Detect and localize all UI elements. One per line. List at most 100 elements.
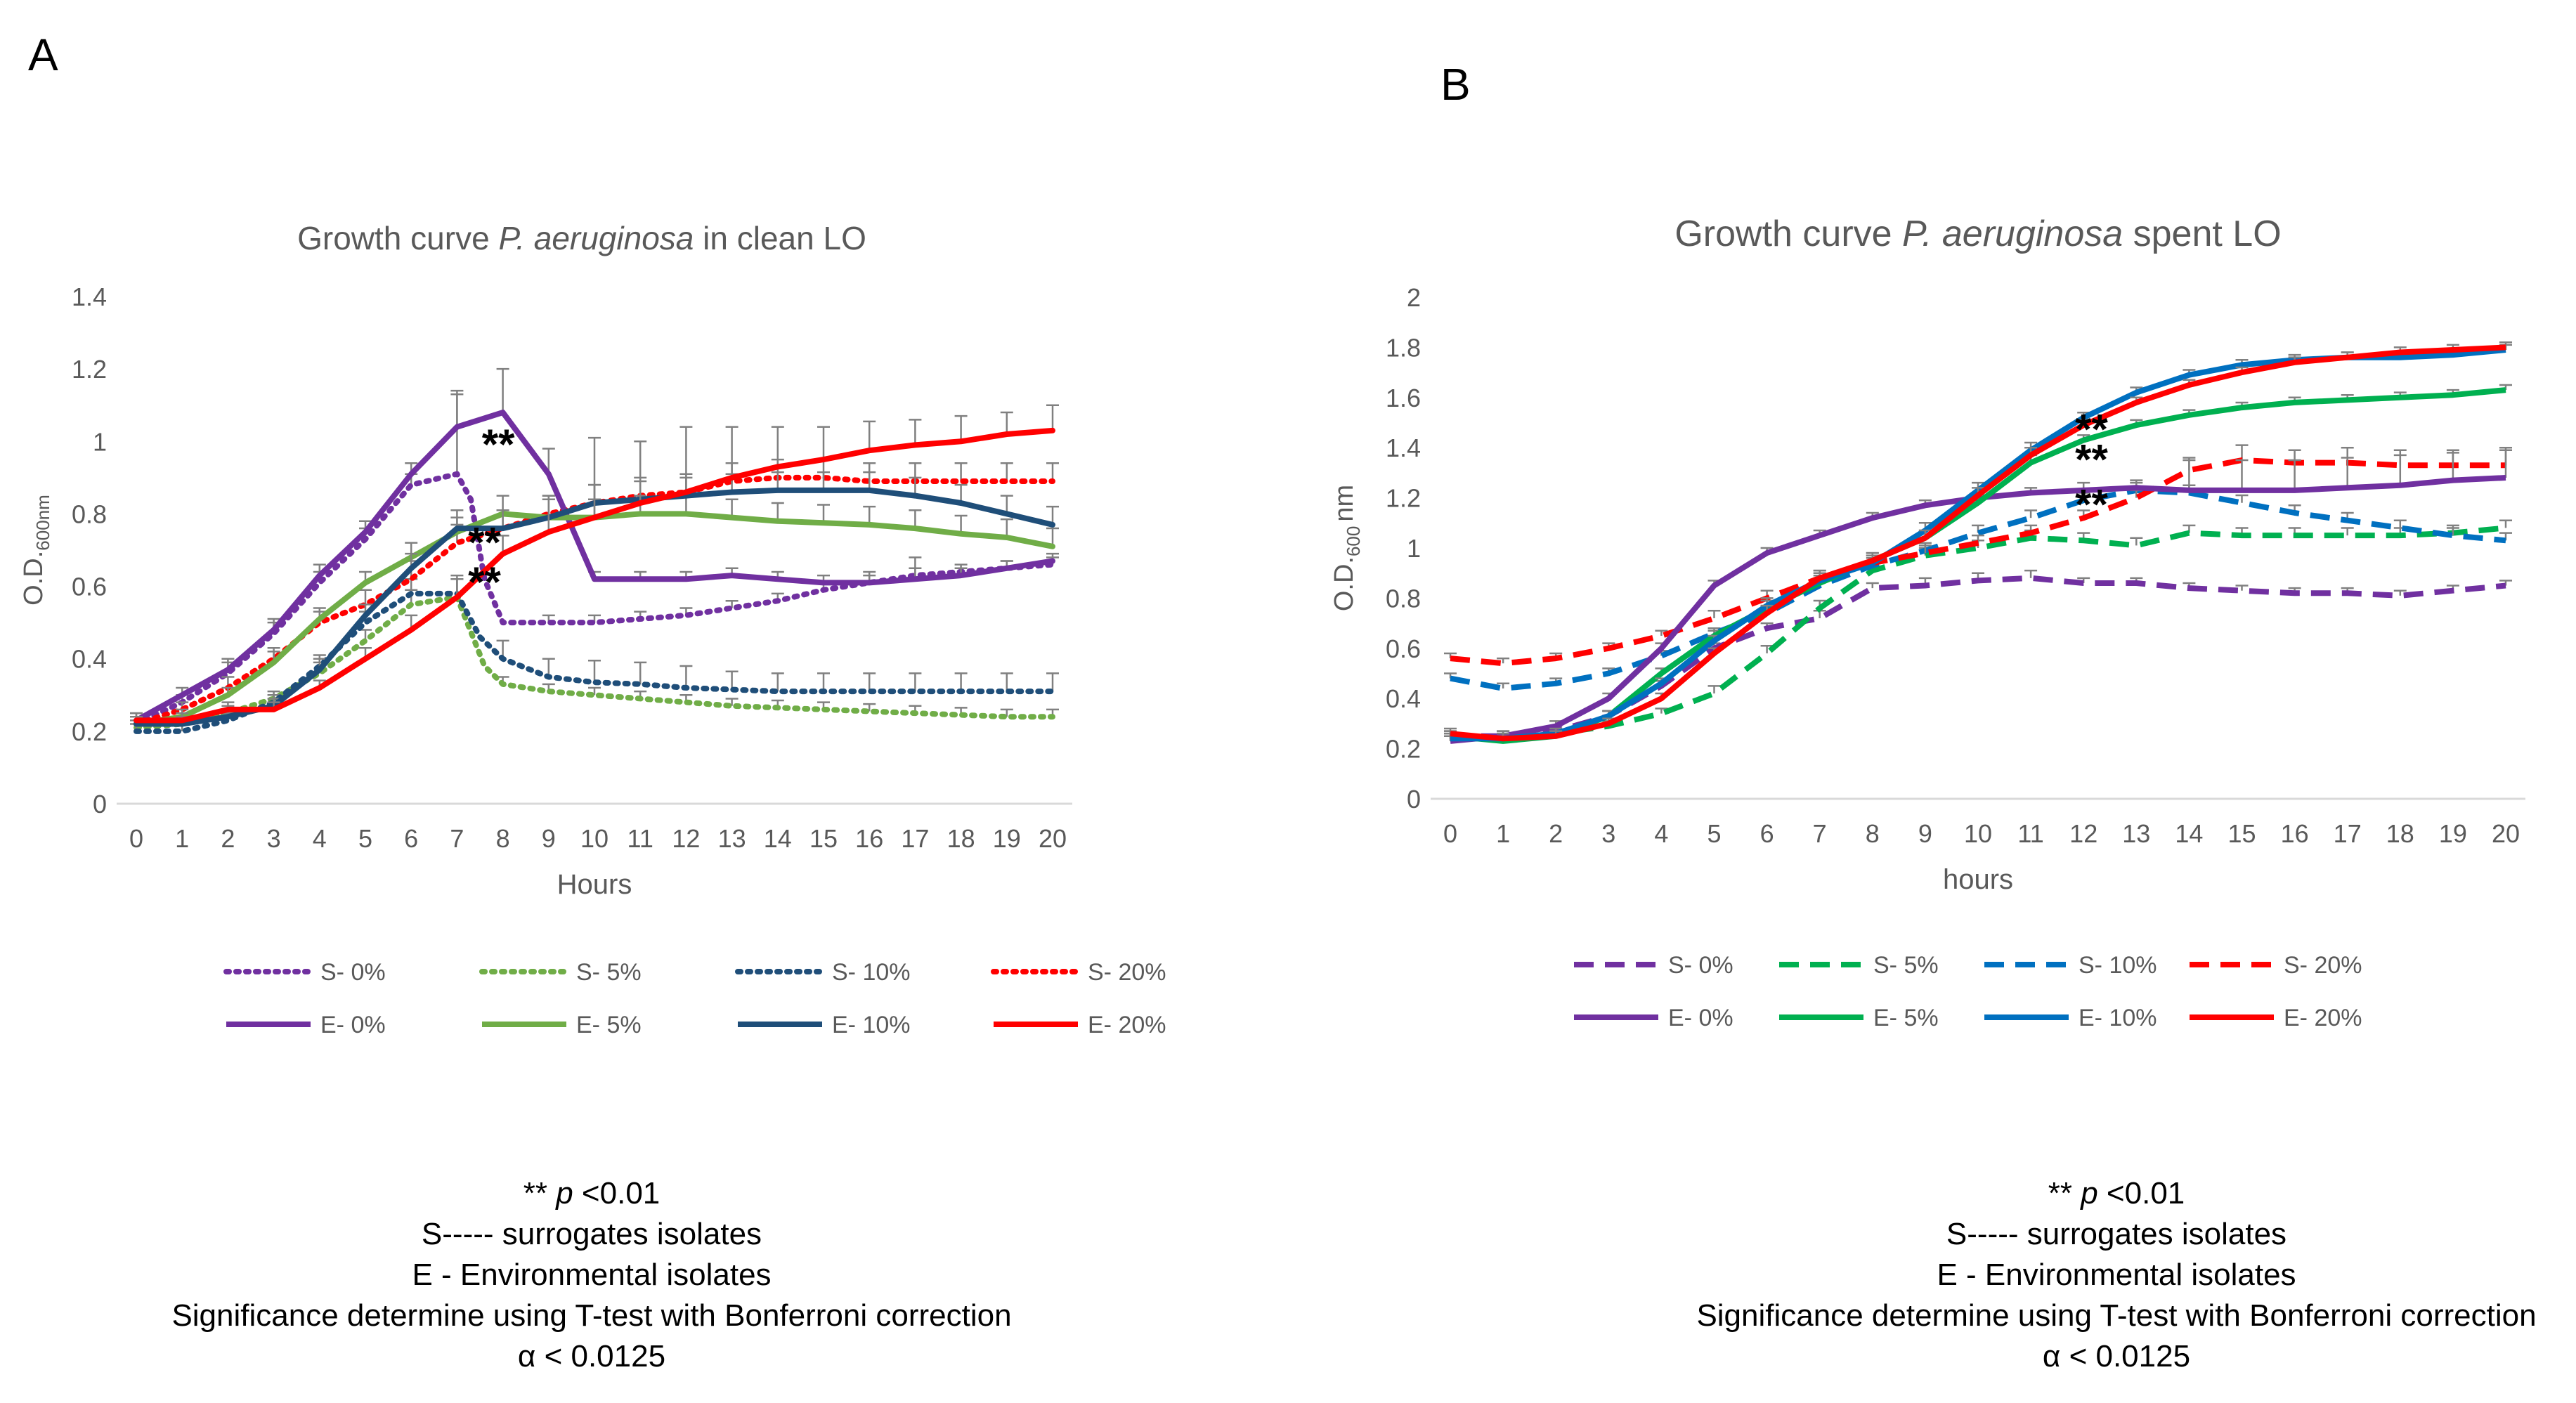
series-e-20pct xyxy=(130,404,1059,724)
x-tick-label: 16 xyxy=(2281,819,2309,848)
p-value-note: ** p <0.01 xyxy=(523,1176,661,1211)
y-tick-label: 1 xyxy=(1407,534,1421,563)
y-tick-label: 0.2 xyxy=(72,717,107,746)
x-tick-label: 12 xyxy=(2069,819,2097,848)
legend-label: S- 0% xyxy=(320,959,386,986)
y-tick-label: 0.6 xyxy=(1386,634,1421,663)
x-tick-label: 17 xyxy=(2334,819,2362,848)
x-tick-label: 4 xyxy=(313,824,327,853)
x-tick-label: 1 xyxy=(1496,819,1510,848)
x-tick-label: 0 xyxy=(129,824,143,853)
y-tick-label: 0 xyxy=(1407,785,1421,814)
x-tick-label: 7 xyxy=(450,824,464,853)
environmental-note: E - Environmental isolates xyxy=(1937,1258,2296,1292)
notes-panel-b: ** p <0.01 S----- surrogates isolates E … xyxy=(1625,1173,2576,1377)
x-tick-label: 8 xyxy=(1866,819,1880,848)
y-tick-label: 0.4 xyxy=(1386,684,1421,713)
x-tick-label: 15 xyxy=(2227,819,2256,848)
legend-label: S- 10% xyxy=(832,959,911,986)
series-e-0pct xyxy=(130,367,1059,724)
x-tick-label: 19 xyxy=(2439,819,2467,848)
x-tick-label: 6 xyxy=(1760,819,1774,848)
legend-label: S- 5% xyxy=(576,959,642,986)
y-tick-label: 0.8 xyxy=(72,500,107,528)
x-tick-label: 1 xyxy=(175,824,189,853)
series-line-s-5pct xyxy=(1450,525,2506,742)
x-tick-label: 10 xyxy=(1964,819,1992,848)
series-s-5pct xyxy=(1444,519,2512,742)
x-tick-label: 6 xyxy=(404,824,418,853)
series-line-s-20pct xyxy=(1450,457,2506,667)
x-tick-label: 14 xyxy=(2175,819,2203,848)
significance-marker: ** xyxy=(468,518,501,566)
y-axis-title: O.D.600nm xyxy=(19,495,53,606)
x-tick-label: 13 xyxy=(718,824,746,853)
y-tick-label: 1.2 xyxy=(72,355,107,384)
legend: S- 0% S- 5% S- 10% S- 20% E- 0% E- 5% E- 10% E-… xyxy=(223,959,1166,1038)
y-tick-label: 0.2 xyxy=(1386,735,1421,764)
x-axis-title: Hours xyxy=(557,869,632,900)
x-tick-label: 7 xyxy=(1813,819,1827,848)
series-e-20pct xyxy=(1444,341,2512,742)
x-tick-label: 5 xyxy=(1707,819,1721,848)
legend-label: E- 10% xyxy=(2079,1005,2157,1031)
series-line-e-20pct xyxy=(134,427,1055,724)
y-tick-label: 1.2 xyxy=(1386,484,1421,513)
x-tick-label: 12 xyxy=(672,824,700,853)
notes-panel-a: ** p <0.01 S----- surrogates isolates E … xyxy=(100,1173,1084,1377)
surrogates-note: S----- surrogates isolates xyxy=(421,1217,762,1251)
significance-marker: ** xyxy=(2075,481,2108,528)
x-tick-label: 18 xyxy=(2386,819,2414,848)
y-tick-label: 0.4 xyxy=(72,645,107,674)
x-tick-label: 18 xyxy=(947,824,975,853)
x-tick-label: 16 xyxy=(855,824,883,853)
series-e-5pct xyxy=(1444,384,2512,744)
y-tick-label: 2 xyxy=(1407,283,1421,312)
x-tick-label: 5 xyxy=(358,824,372,853)
y-tick-label: 1.8 xyxy=(1386,333,1421,362)
y-tick-label: 0.6 xyxy=(72,573,107,601)
y-tick-label: 1 xyxy=(93,427,107,456)
x-tick-label: 20 xyxy=(1039,824,1067,853)
x-tick-label: 11 xyxy=(627,824,653,853)
legend-label: S- 5% xyxy=(1873,952,1939,979)
legend-label: E- 20% xyxy=(1088,1012,1166,1038)
x-tick-label: 3 xyxy=(1601,819,1615,848)
legend-label: E- 20% xyxy=(2284,1005,2362,1031)
legend-label: S- 0% xyxy=(1668,952,1733,979)
series-line-e-5pct xyxy=(1450,387,2506,744)
x-tick-label: 2 xyxy=(1549,819,1563,848)
x-tick-label: 9 xyxy=(1918,819,1932,848)
x-tick-label: 0 xyxy=(1443,819,1457,848)
significance-note: Significance determine using T-test with… xyxy=(1696,1298,2537,1333)
x-tick-label: 4 xyxy=(1654,819,1668,848)
legend-label: E- 5% xyxy=(1873,1005,1939,1031)
y-axis-title: O.D.600nm xyxy=(1329,485,1364,611)
series-line-s-10pct xyxy=(134,590,1055,734)
p-value-note: ** p <0.01 xyxy=(2048,1176,2185,1211)
series-line-s-0pct xyxy=(1450,575,2506,739)
x-tick-label: 15 xyxy=(809,824,838,853)
series-s-10pct xyxy=(1444,481,2512,691)
chart-title: Growth curve P. aeruginosa in clean LO xyxy=(297,220,866,256)
chart-spent-lo: Growth curve P. aeruginosa spent LO 0 0.2 0… xyxy=(1329,214,2525,1031)
legend-label: S- 10% xyxy=(2079,952,2157,979)
x-tick-label: 17 xyxy=(901,824,929,853)
x-tick-label: 8 xyxy=(496,824,510,853)
environmental-note: E - Environmental isolates xyxy=(412,1258,772,1292)
panel-label-b: B xyxy=(1440,59,1471,110)
x-tick-label: 13 xyxy=(2122,819,2150,848)
significance-marker: ** xyxy=(482,421,515,468)
x-tick-label: 2 xyxy=(221,824,235,853)
legend: S- 0% S- 5% S- 10% S- 20% E- 0% E- 5% E- 10% E-… xyxy=(1574,952,2362,1031)
x-tick-label: 19 xyxy=(993,824,1021,853)
legend-label: E- 5% xyxy=(576,1012,642,1038)
x-tick-label: 3 xyxy=(267,824,281,853)
significance-note: Significance determine using T-test with… xyxy=(171,1298,1012,1333)
panel-label-a: A xyxy=(28,30,58,80)
series-line-e-20pct xyxy=(1450,344,2506,742)
chart-title: Growth curve P. aeruginosa spent LO xyxy=(1674,214,2281,254)
x-tick-label: 20 xyxy=(2492,819,2520,848)
chart-clean-lo: Growth curve P. aeruginosa in clean LO 0 0… xyxy=(19,220,1166,1038)
